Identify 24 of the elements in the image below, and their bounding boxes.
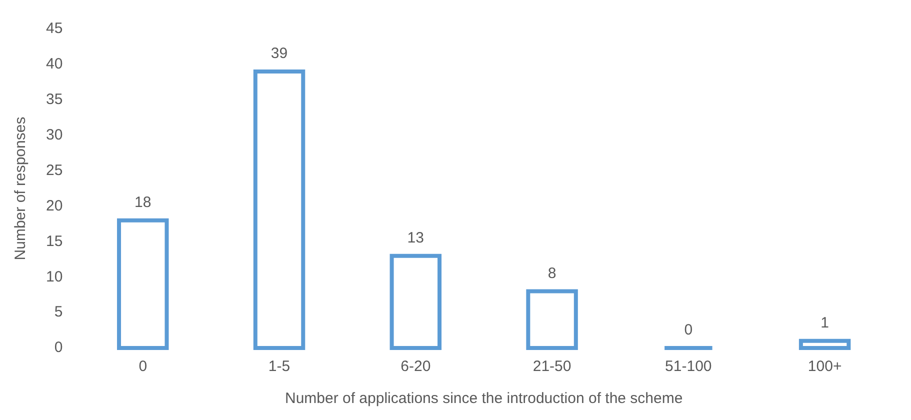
data-label: 8	[548, 264, 556, 282]
x-tick-label: 21-50	[532, 358, 572, 376]
y-tick-label: 10	[46, 268, 63, 286]
y-tick-label: 30	[46, 126, 63, 144]
data-label: 39	[270, 45, 288, 62]
x-tick-label: 0	[138, 358, 148, 376]
x-tick-label: 1-5	[268, 358, 290, 376]
y-tick-label: 0	[54, 339, 63, 356]
data-label: 18	[134, 194, 152, 212]
x-axis-title: Number of applications since the introduction of the scheme	[284, 390, 683, 408]
y-tick-label: 40	[46, 56, 63, 73]
data-label: 13	[407, 229, 424, 246]
y-tick-label: 25	[46, 162, 63, 179]
y-tick-label: 45	[46, 20, 63, 38]
data-label: 1	[820, 314, 829, 332]
x-tick-label: 51-100	[665, 358, 712, 376]
data-label: 0	[684, 322, 693, 339]
x-tick-label: 6-20	[400, 358, 431, 376]
y-tick-label: 5	[54, 304, 63, 321]
y-tick-label: 35	[46, 91, 63, 108]
y-tick-label: 15	[46, 232, 63, 250]
y-axis-title: Number of responses	[12, 116, 30, 260]
y-tick-label: 20	[46, 197, 63, 214]
x-tick-label: 100+	[808, 358, 842, 376]
